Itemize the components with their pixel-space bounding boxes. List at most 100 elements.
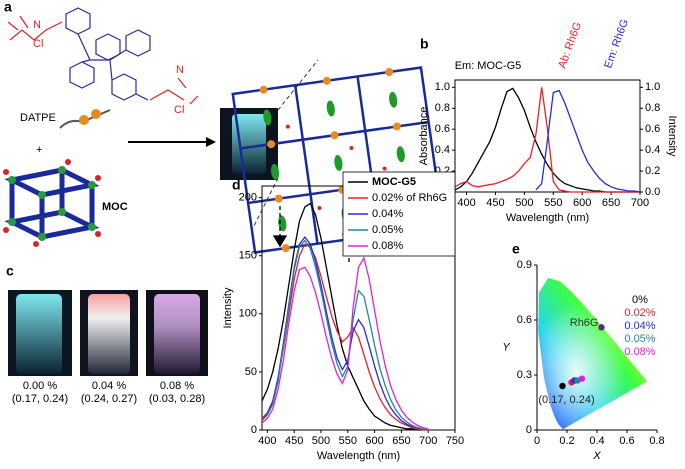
panel-label: e xyxy=(512,241,520,257)
legend-label: 0.04% xyxy=(624,320,655,332)
data-point xyxy=(598,324,605,331)
y2-tick-label: 0.4 xyxy=(645,144,660,156)
series-line xyxy=(535,89,641,193)
x-tick-label: 450 xyxy=(285,435,303,447)
series-label: Ab: Rh6G xyxy=(556,21,584,71)
y-tick-label: 150 xyxy=(239,250,257,262)
series-label: Em: Rh6G xyxy=(602,18,631,70)
point-label: Rh6G xyxy=(570,317,599,329)
x-axis-label: X xyxy=(592,450,601,462)
y-tick-label: 0.6 xyxy=(517,314,532,326)
y2-tick-label: 0.8 xyxy=(645,102,660,114)
series-line xyxy=(261,202,429,431)
y2-tick-label: 0.2 xyxy=(645,165,660,177)
x-tick-label: 500 xyxy=(515,197,533,209)
cage-name: MOC xyxy=(102,201,128,213)
vial-concentration: 0.00 % xyxy=(23,380,57,392)
plus-sign: + xyxy=(36,144,42,156)
arrow-head xyxy=(206,137,216,147)
y-tick-label: 0.3 xyxy=(517,369,532,381)
y-tick-label: 0 xyxy=(526,424,532,436)
vial-coordinates: (0.17, 0.24) xyxy=(12,393,68,405)
x-tick-label: 0 xyxy=(534,435,540,447)
y-tick-label: 200 xyxy=(239,192,257,204)
x-axis-label: Wavelength (nm) xyxy=(506,212,589,224)
vial-coordinates: (0.24, 0.27) xyxy=(81,393,137,405)
cie-gamut xyxy=(538,277,648,430)
tpe-core xyxy=(65,7,151,101)
vial xyxy=(88,294,130,374)
zoom-lines xyxy=(251,59,319,231)
x-tick-label: 550 xyxy=(544,197,562,209)
panel-label: b xyxy=(420,36,429,52)
y2-axis-label: Intensity xyxy=(666,116,678,157)
y-tick-label: 0.4 xyxy=(435,144,450,156)
vial-coordinates: (0.03, 0.28) xyxy=(149,393,205,405)
panel-c: c 0.00 % (0.17, 0.24) 0.04 % (0.24, 0.27… xyxy=(6,263,208,405)
molecule-name: DATPE xyxy=(20,112,56,124)
legend-label: 0.04% xyxy=(372,208,403,220)
panel-label: d xyxy=(232,177,241,193)
vial xyxy=(232,114,266,174)
legend-label: 0.08% xyxy=(372,240,403,252)
y-axis-label: Y xyxy=(502,341,510,353)
x-tick-label: 650 xyxy=(602,197,620,209)
atom-label: N xyxy=(33,19,41,31)
y-tick-label: 0.8 xyxy=(435,102,450,114)
x-tick-label: 700 xyxy=(631,197,649,209)
data-point xyxy=(559,382,566,390)
series-line xyxy=(261,256,429,430)
plot-frame xyxy=(454,79,641,193)
vial-concentration: 0.08 % xyxy=(160,380,194,392)
series-line xyxy=(261,243,429,431)
legend-label: 0.05% xyxy=(372,224,403,236)
x-tick-label: 600 xyxy=(573,197,591,209)
molecule-model xyxy=(59,109,111,129)
moc-cage xyxy=(4,167,100,240)
y-tick-label: 0 xyxy=(251,424,257,436)
x-tick-label: 500 xyxy=(312,435,330,447)
y-axis-label: Absorbance xyxy=(418,107,430,166)
x-tick-label: 750 xyxy=(446,435,464,447)
moc-vertices xyxy=(3,159,101,247)
x-tick-label: 400 xyxy=(457,197,475,209)
panel-label: c xyxy=(6,263,14,279)
legend-label: 0% xyxy=(632,294,648,306)
x-tick-label: 400 xyxy=(258,435,276,447)
panel-label: a xyxy=(4,0,12,15)
legend-label: 0.05% xyxy=(624,333,655,345)
x-tick-label: 0.2 xyxy=(559,435,574,447)
data-point xyxy=(578,375,586,382)
x-tick-label: 650 xyxy=(392,435,410,447)
atom-label: N xyxy=(176,64,184,76)
y-tick-label: 0.9 xyxy=(517,259,532,271)
legend-label: 0.08% xyxy=(624,346,655,358)
x-axis-label: Wavelength (nm) xyxy=(317,450,400,462)
point-annotation: (0.17, 0.24) xyxy=(538,394,594,406)
y2-tick-label: 1.0 xyxy=(645,81,660,93)
x-tick-label: 0.4 xyxy=(589,435,604,447)
x-tick-label: 700 xyxy=(419,435,437,447)
atom-label: Cl xyxy=(174,104,184,116)
y2-tick-label: 0.6 xyxy=(645,123,660,135)
x-tick-label: 0.8 xyxy=(649,435,664,447)
atom-label: Cl xyxy=(33,38,43,50)
series-line xyxy=(454,87,640,193)
x-tick-label: 450 xyxy=(486,197,504,209)
series-line xyxy=(261,239,429,431)
legend-label: 0.02% xyxy=(624,307,655,319)
vial-concentration: 0.04 % xyxy=(92,380,126,392)
y-tick-label: 100 xyxy=(239,308,257,320)
vial xyxy=(154,294,200,374)
x-tick-label: 0.6 xyxy=(619,435,634,447)
ammonium-group xyxy=(7,15,199,105)
series-label: Em: MOC-G5 xyxy=(455,60,522,72)
y-tick-label: 50 xyxy=(245,366,257,378)
y-tick-label: 1.0 xyxy=(435,81,450,93)
y-tick-label: 0.6 xyxy=(435,123,450,135)
legend-label: 0.02% of Rh6G xyxy=(372,192,447,204)
x-tick-label: 600 xyxy=(365,435,383,447)
vial xyxy=(16,294,62,374)
y2-tick-label: 0.0 xyxy=(645,186,660,198)
y-axis-label: Intensity xyxy=(222,287,234,328)
